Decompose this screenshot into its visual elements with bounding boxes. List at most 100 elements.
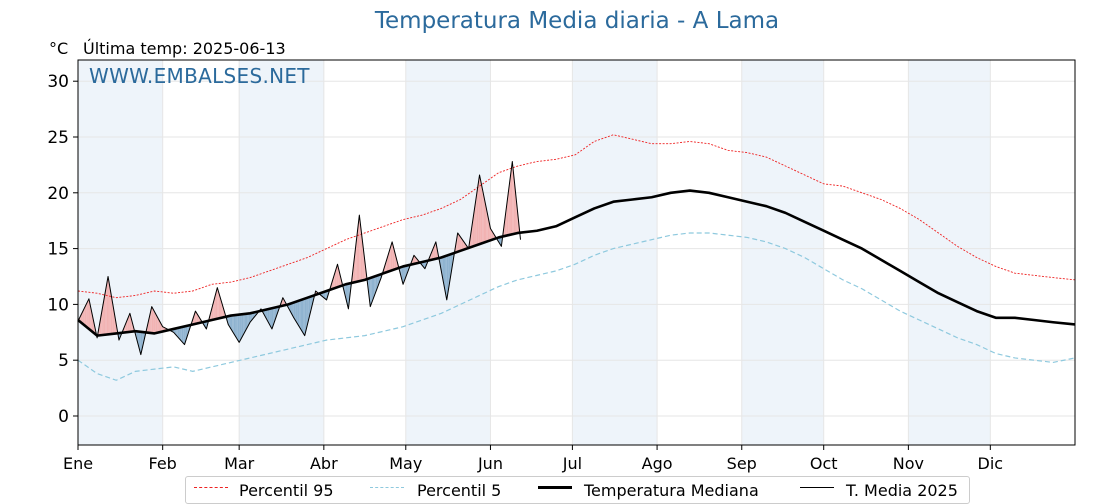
area-above-median <box>490 228 492 241</box>
area-above-median <box>154 311 156 334</box>
area-below-median <box>446 255 449 300</box>
area-above-median <box>476 184 479 246</box>
area-above-median <box>388 250 390 272</box>
area-below-median <box>142 331 144 349</box>
area-above-median <box>124 323 126 333</box>
area-above-median <box>105 284 107 335</box>
series-line-2025 <box>77 161 522 356</box>
area-above-median <box>475 193 477 246</box>
y-tick-label: 15 <box>47 240 69 260</box>
area-below-median <box>299 300 301 329</box>
area-below-median <box>181 326 184 344</box>
area-above-median <box>218 292 221 319</box>
y-tick-label: 10 <box>47 295 69 315</box>
series-line-p95 <box>77 134 1076 299</box>
y-tick-label: 5 <box>58 351 69 371</box>
area-above-median <box>106 276 109 335</box>
area-below-median <box>403 266 405 285</box>
area-above-median <box>215 287 218 320</box>
plot-frame <box>77 59 1076 446</box>
area-above-median <box>513 174 516 234</box>
area-below-median <box>176 327 178 337</box>
area-below-median <box>323 291 326 299</box>
legend-line-p5 <box>370 487 404 488</box>
legend-label-year: T. Media 2025 <box>846 481 958 500</box>
area-above-median <box>390 241 393 271</box>
area-above-median <box>457 232 460 252</box>
legend-line-p95 <box>194 487 228 488</box>
area-above-median <box>359 215 361 282</box>
x-tick-label: Feb <box>149 454 177 473</box>
area-below-median <box>235 314 237 338</box>
area-below-median <box>300 299 302 332</box>
area-below-median <box>233 315 236 336</box>
area-below-median <box>244 313 246 333</box>
legend-label-median: Temperatura Mediana <box>584 481 759 500</box>
area-below-median <box>293 302 296 321</box>
area-below-median <box>270 308 272 329</box>
area-below-median <box>180 327 182 342</box>
area-below-median <box>269 308 271 327</box>
area-below-median <box>370 277 372 307</box>
area-above-median <box>109 284 111 335</box>
area-above-median <box>103 291 106 335</box>
area-above-median <box>128 313 130 332</box>
area-above-median <box>127 316 129 333</box>
area-below-median <box>307 297 309 325</box>
area-above-median <box>479 174 481 245</box>
area-below-median <box>276 306 278 318</box>
area-above-median <box>217 287 219 319</box>
x-tick-label: Ene <box>63 454 93 473</box>
area-above-median <box>484 201 487 243</box>
month-band <box>741 60 824 445</box>
area-above-median <box>108 276 110 335</box>
area-below-median <box>375 275 378 293</box>
month-band <box>908 60 991 445</box>
area-above-median <box>389 246 391 272</box>
area-above-median <box>353 250 356 283</box>
area-above-median <box>434 241 436 260</box>
area-below-median <box>183 326 185 345</box>
area-below-median <box>240 314 242 340</box>
area-above-median <box>158 319 160 333</box>
area-below-median <box>441 257 443 279</box>
area-above-median <box>102 299 104 335</box>
chart-title: Temperatura Media diaria - A Lama <box>374 8 780 34</box>
area-below-median <box>247 313 249 328</box>
x-tick-label: Jun <box>477 454 503 473</box>
month-band <box>239 60 324 445</box>
area-above-median <box>155 314 158 334</box>
area-below-median <box>347 283 349 309</box>
area-below-median <box>445 255 447 300</box>
area-below-median <box>325 291 327 300</box>
area-above-median <box>110 292 113 335</box>
legend-label-p95: Percentil 95 <box>239 481 334 500</box>
area-above-median <box>87 298 89 329</box>
area-below-median <box>303 298 305 336</box>
area-above-median <box>356 226 358 282</box>
area-above-median <box>413 255 416 264</box>
area-below-median <box>297 300 300 327</box>
area-above-median <box>83 307 85 326</box>
area-above-median <box>214 292 216 320</box>
area-above-median <box>151 306 154 334</box>
area-above-median <box>84 304 87 327</box>
x-tick-label: Dic <box>978 454 1004 473</box>
area-above-median <box>461 238 464 251</box>
area-above-median <box>332 277 334 290</box>
area-above-median <box>195 311 197 324</box>
area-below-median <box>229 315 231 329</box>
area-above-median <box>510 161 513 235</box>
x-tick-label: Abr <box>310 454 338 473</box>
area-below-median <box>266 309 268 322</box>
area-below-median <box>292 302 294 318</box>
area-below-median <box>239 314 241 343</box>
area-above-median <box>508 182 510 236</box>
area-above-median <box>471 220 473 247</box>
area-above-median <box>86 301 88 328</box>
area-above-median <box>82 309 84 325</box>
area-below-median <box>304 298 307 336</box>
area-below-median <box>291 302 293 316</box>
area-below-median <box>232 315 234 334</box>
